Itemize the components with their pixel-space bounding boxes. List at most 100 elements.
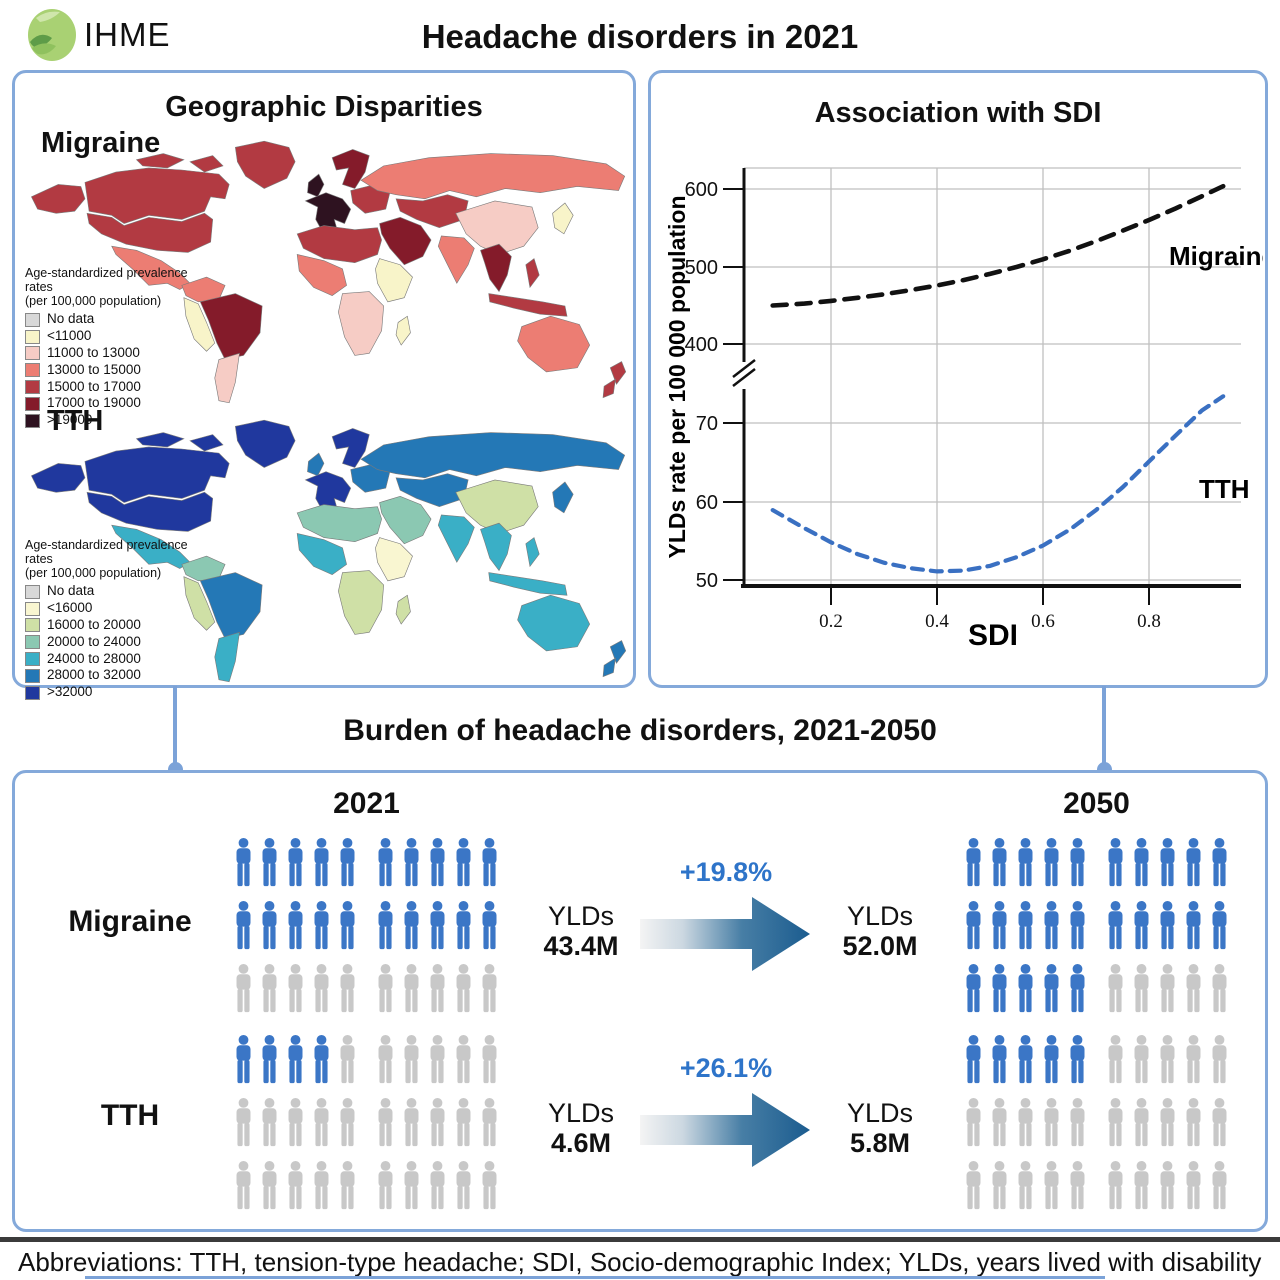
region-argentina (214, 631, 240, 683)
legend-label: No data (47, 311, 95, 327)
legend-label: No data (47, 583, 95, 599)
person-icon (482, 1098, 497, 1147)
person-icon (1070, 964, 1085, 1013)
tth-map-label: TTH (47, 405, 104, 437)
svg-text:0.4: 0.4 (925, 611, 949, 632)
legend-row: 15000 to 17000 (25, 379, 195, 395)
region-usa (86, 491, 214, 532)
x-axis-label: SDI (968, 619, 1018, 652)
migraine-series-label: Migraine (1169, 241, 1263, 271)
person-icon (456, 1161, 471, 1210)
person-icon (1134, 901, 1149, 950)
person-icon (1186, 964, 1201, 1013)
person-icon (1070, 901, 1085, 950)
person-icon (378, 1035, 393, 1084)
person-icon (1186, 901, 1201, 950)
region-greenland (234, 419, 296, 469)
svg-text:0.6: 0.6 (1031, 611, 1055, 632)
svg-text:50: 50 (696, 570, 718, 592)
person-icon (1044, 964, 1059, 1013)
connector-right (1102, 686, 1106, 770)
person-icon (236, 901, 251, 950)
logo-text: IHME (84, 16, 171, 53)
migraine-legend-title: Age-standardized prevalence rates (per 1… (25, 266, 188, 308)
person-icon (378, 838, 393, 887)
legend-row: 17000 to 19000 (25, 396, 195, 411)
pictogram-migraine-2021 (233, 836, 500, 1025)
person-icon (340, 1098, 355, 1147)
person-icon (262, 1035, 277, 1084)
curve-migraine (770, 183, 1226, 308)
person-icon (482, 1035, 497, 1084)
legend-label: 20000 to 24000 (47, 633, 141, 649)
person-icon (1212, 1161, 1227, 1210)
region-india (437, 514, 475, 563)
svg-text:600: 600 (685, 179, 718, 201)
person-icon (236, 1035, 251, 1084)
ylds-tth-2050: YLDs 5.8M (846, 1098, 914, 1159)
person-icon (966, 1098, 981, 1147)
legend-label: 11000 to 13000 (47, 344, 140, 360)
person-icon (992, 1161, 1007, 1210)
person-icon (966, 901, 981, 950)
abbreviations-text: Abbreviations: TTH, tension-type headach… (18, 1247, 1262, 1277)
person-icon (482, 901, 497, 950)
person-icon (1018, 1035, 1033, 1084)
legend-row: 20000 to 24000 (25, 633, 195, 650)
region-uk (306, 452, 325, 477)
legend-label: >32000 (47, 684, 93, 700)
person-icon (404, 964, 419, 1013)
column-header-2021: 2021 (333, 787, 400, 820)
person-icon (340, 838, 355, 887)
region-alaska (30, 183, 86, 214)
page-title: Headache disorders in 2021 (421, 18, 859, 55)
person-icon (340, 1035, 355, 1084)
person-icon (1108, 901, 1123, 950)
legend-label: 16000 to 20000 (47, 616, 141, 632)
tth-series-label: TTH (1199, 474, 1250, 504)
person-icon (378, 1098, 393, 1147)
person-icon (1044, 838, 1059, 887)
person-icon (378, 1161, 393, 1210)
ihme-logo: IHME (26, 8, 171, 62)
person-icon (314, 1161, 329, 1210)
migraine-map-label: Migraine (41, 127, 161, 159)
person-icon (1044, 901, 1059, 950)
person-icon (992, 964, 1007, 1013)
region-greenland (234, 140, 296, 190)
person-icon (1160, 838, 1175, 887)
person-icon (1044, 1161, 1059, 1210)
legend-row: 24000 to 28000 (25, 650, 195, 667)
person-icon (456, 964, 471, 1013)
person-icon (288, 838, 303, 887)
person-icon (314, 901, 329, 950)
legend-row: 11000 to 13000 (25, 344, 195, 361)
person-icon (430, 1035, 445, 1084)
person-icon (236, 964, 251, 1013)
legend-swatch (25, 668, 40, 683)
legend-row: 16000 to 20000 (25, 616, 195, 633)
bottom-border-line (85, 1276, 1105, 1279)
person-icon (288, 964, 303, 1013)
person-icon (1044, 1098, 1059, 1147)
pictogram-tth-2021 (233, 1033, 500, 1222)
legend-row: >19000 (25, 412, 195, 428)
legend-swatch (25, 329, 40, 344)
person-icon (1070, 838, 1085, 887)
person-icon (288, 1161, 303, 1210)
person-icon (430, 1098, 445, 1147)
x-tick-labels: 0.2 0.4 0.6 0.8 (819, 611, 1161, 632)
person-icon (288, 1098, 303, 1147)
person-icon (1018, 1161, 1033, 1210)
person-icon (966, 1035, 981, 1084)
region-new-zealand (602, 361, 627, 399)
region-nordic (331, 148, 370, 190)
svg-text:0.2: 0.2 (819, 611, 843, 632)
person-icon (1108, 1161, 1123, 1210)
legend-row: 28000 to 32000 (25, 668, 195, 683)
arrow-migraine-icon (640, 897, 810, 971)
person-icon (1212, 838, 1227, 887)
legend-label: 24000 to 28000 (47, 650, 141, 666)
svg-text:500: 500 (685, 257, 718, 279)
region-brazil (199, 572, 263, 640)
